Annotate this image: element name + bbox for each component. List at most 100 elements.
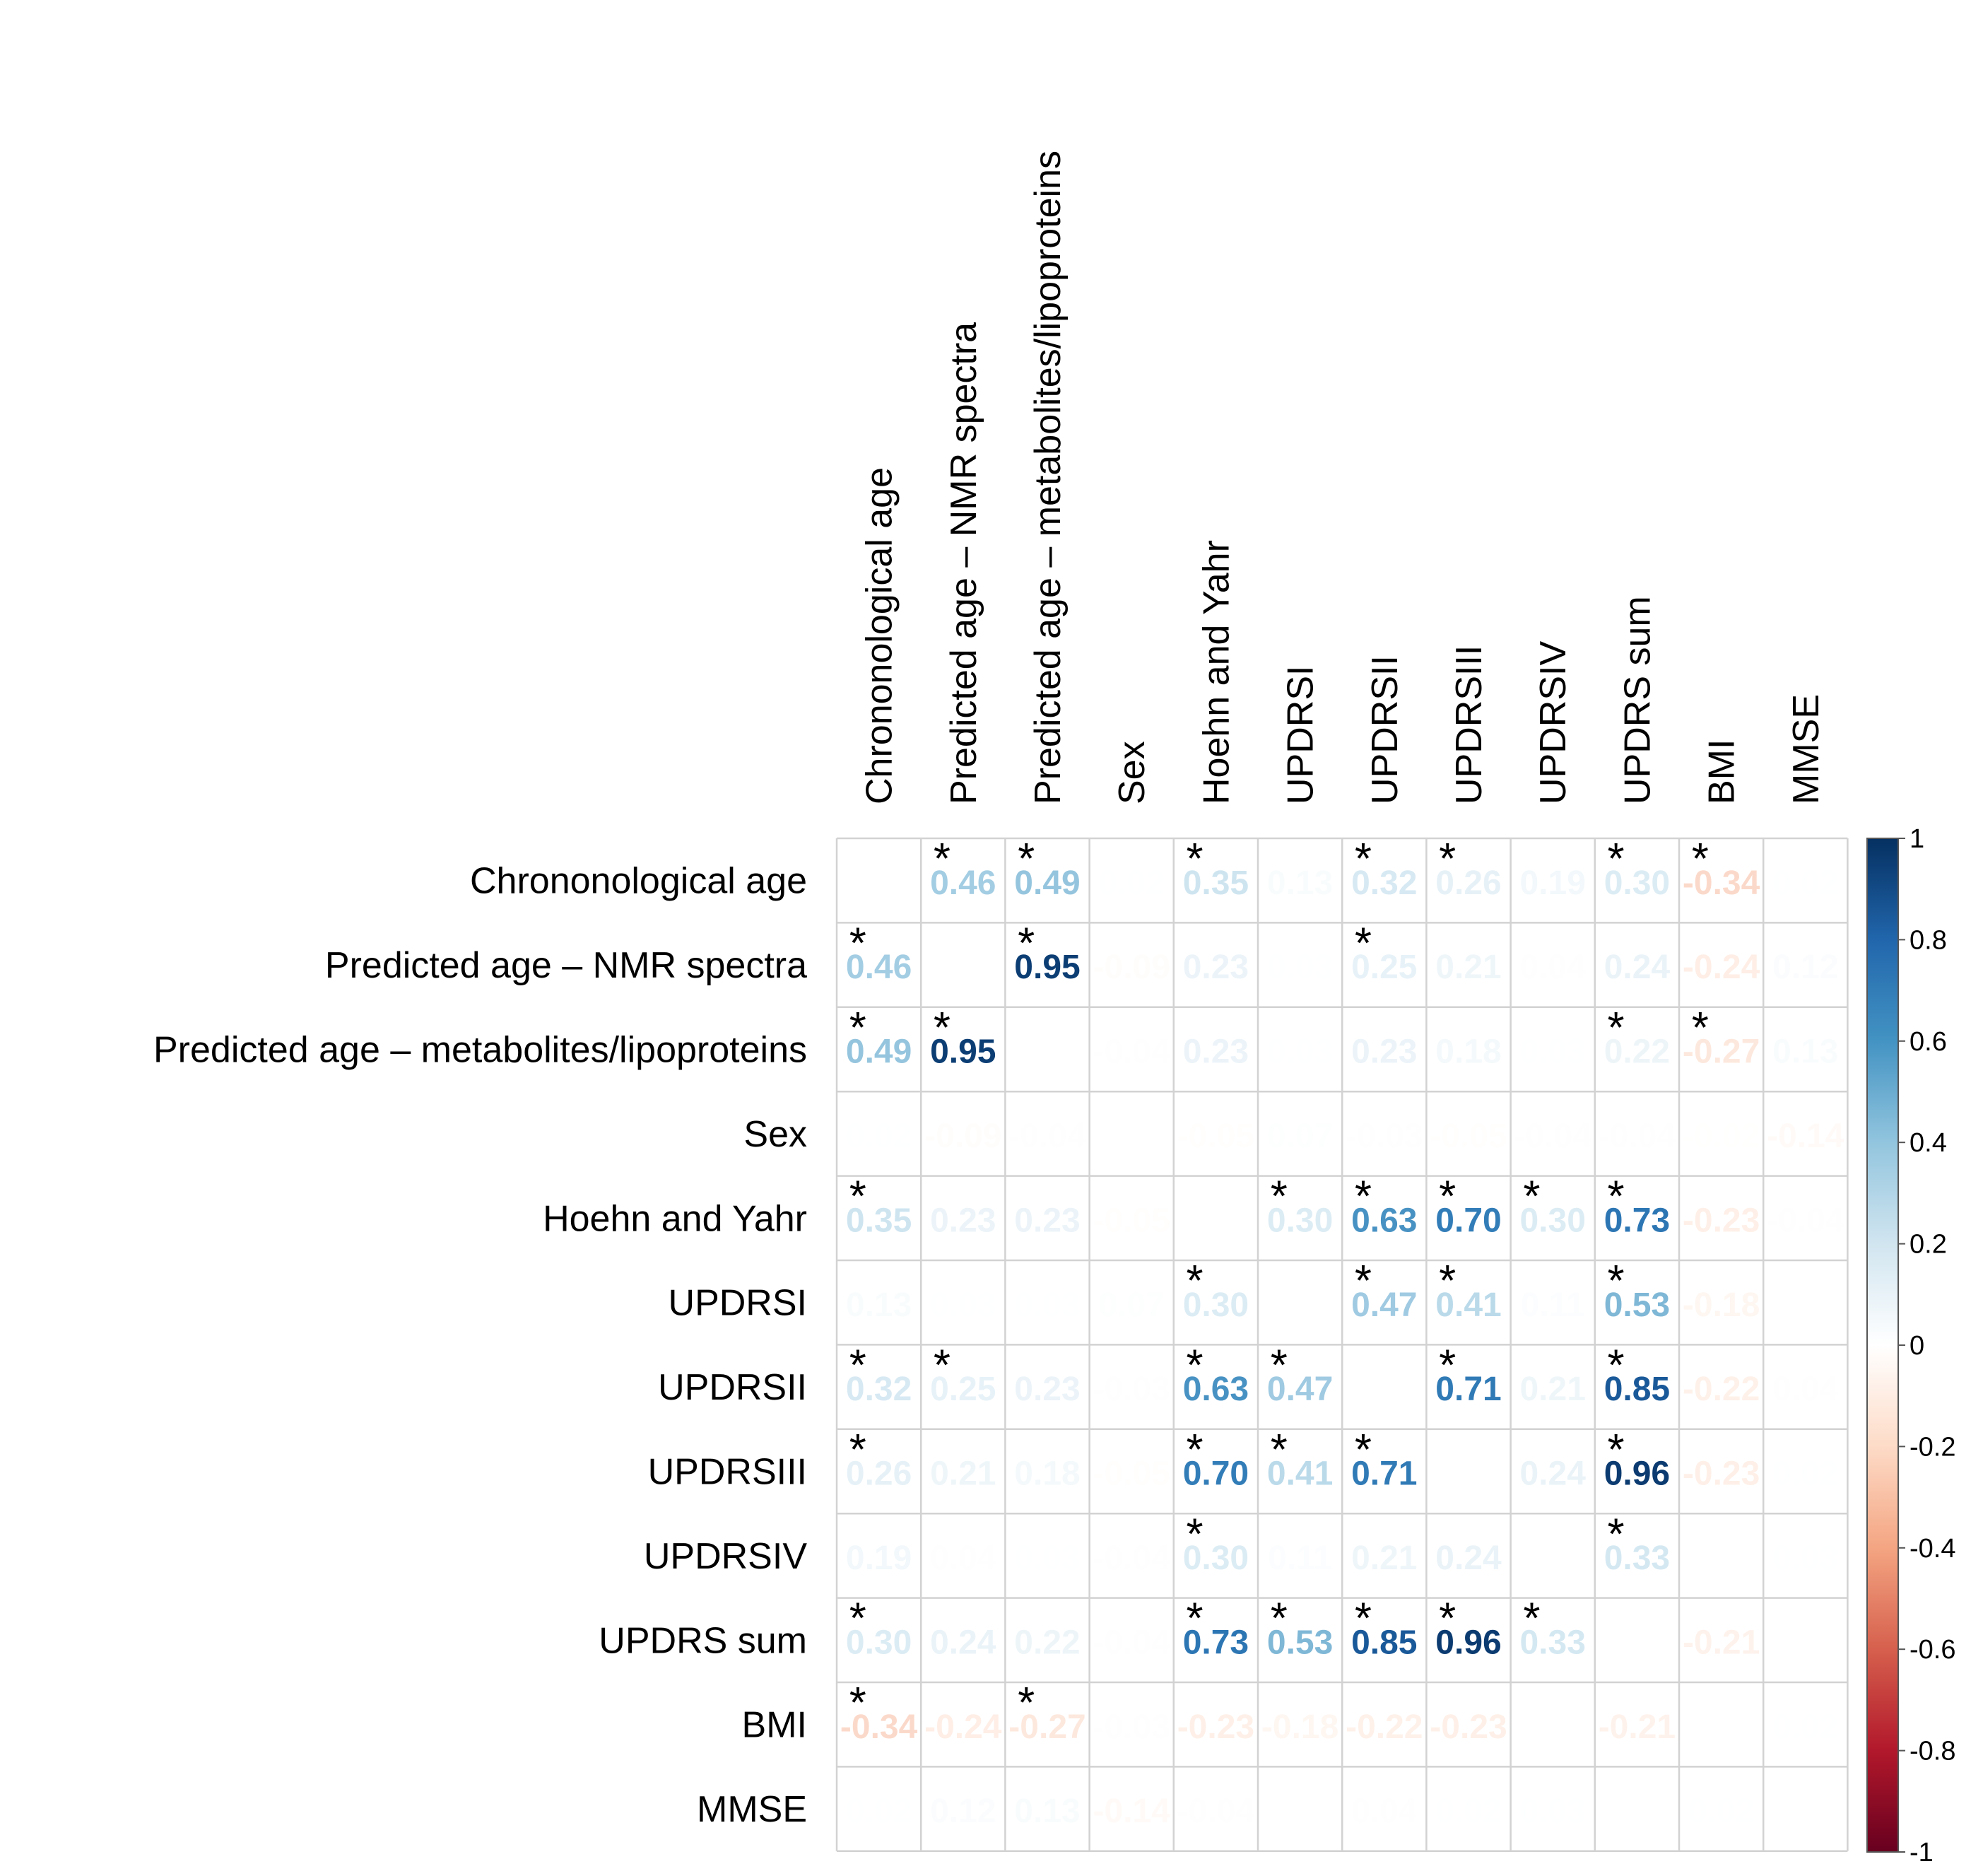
column-label: Hoehn and Yahr: [1196, 540, 1237, 804]
cell-value: 0.02: [1772, 1708, 1838, 1746]
colorbar-tick-label: -0.4: [1910, 1534, 1955, 1564]
cell-value: 0.30: [1267, 1202, 1333, 1239]
cell-value: 0.30: [1183, 1540, 1249, 1577]
significance-star: *: [1271, 1426, 1288, 1475]
cell-value: 0.73: [1183, 1624, 1249, 1661]
cell-value: -0.04: [1599, 1118, 1676, 1155]
column-label: Chrononological age: [859, 467, 900, 804]
cell-value: 0.71: [1351, 1455, 1417, 1493]
significance-star: *: [934, 1342, 951, 1390]
cell-value: 0.03: [1014, 1286, 1080, 1324]
row-label: Predicted age – NMR spectra: [325, 945, 807, 986]
significance-star: *: [1355, 1595, 1372, 1643]
cell-value: 0.21: [930, 1455, 996, 1493]
cell-value: 0.03: [1267, 1033, 1333, 1071]
cell-value: 0.04: [930, 1540, 996, 1577]
cell-value: 0.41: [1435, 1286, 1501, 1324]
cell-value: -0.22: [1346, 1708, 1423, 1746]
cell-value: 0.26: [1435, 864, 1501, 902]
cell-value: -0.18: [1683, 1286, 1760, 1324]
cell-value: 0.24: [930, 1624, 996, 1661]
significance-star: *: [1018, 1679, 1035, 1728]
colorbar-tick-label: -0.2: [1910, 1432, 1955, 1462]
cell-value: -0.23: [1430, 1708, 1507, 1746]
cell-value: 0.33: [1604, 1540, 1670, 1577]
significance-star: *: [1692, 1004, 1709, 1053]
significance-star: *: [1355, 920, 1372, 968]
cell-value: -0.02: [1683, 1118, 1760, 1155]
significance-star: *: [1187, 835, 1204, 884]
cell-value: -0.09: [1093, 949, 1170, 986]
cell-value: 0.25: [1351, 949, 1417, 986]
cell-value: 0.03: [1267, 949, 1333, 986]
cell-value: -0.04: [1093, 1624, 1170, 1661]
significance-star: *: [934, 835, 951, 884]
cell-value: 0.01: [1772, 1624, 1838, 1661]
matrix-cells: 0.46* 0.49* 0.02 0.35* 0.13 0.32* 0.26* 0.19 0.3…: [840, 835, 1844, 1830]
significance-star: *: [1608, 1173, 1625, 1221]
cell-value: -0.23: [1683, 1455, 1760, 1493]
cell-value: 0.19: [846, 1540, 912, 1577]
row-label: UPDRSIV: [644, 1536, 807, 1577]
cell-value: -0.04: [1767, 1202, 1844, 1239]
column-label: MMSE: [1786, 694, 1827, 804]
cell-value: 0.02: [1772, 864, 1838, 902]
significance-star: *: [849, 1595, 866, 1643]
cell-value: 0.46: [846, 949, 912, 986]
significance-star: *: [1608, 1257, 1625, 1306]
row-labels: Chrononological age Predicted age – NMR s…: [153, 861, 807, 1830]
cell-value: -0.04: [1008, 1118, 1086, 1155]
significance-star: *: [1355, 1257, 1372, 1306]
row-label: UPDRS sum: [599, 1620, 807, 1661]
cell-value: 0.04: [1519, 949, 1586, 986]
significance-star: *: [1608, 1004, 1625, 1053]
cell-value: 0.73: [1604, 1202, 1670, 1239]
significance-star: *: [1523, 1595, 1540, 1643]
row-label: MMSE: [697, 1789, 807, 1830]
cell-value: 0.04: [1772, 1371, 1839, 1408]
cell-value: 0.33: [1519, 1624, 1585, 1661]
significance-star: *: [1187, 1595, 1204, 1643]
colorbar-tick-label: -0.6: [1910, 1635, 1955, 1665]
cell-value: 0.47: [1351, 1286, 1417, 1324]
cell-value: -0.21: [1683, 1624, 1760, 1661]
cell-value: 0.11: [1521, 1286, 1585, 1324]
cell-value: 0.13: [846, 1286, 912, 1324]
cell-value: 0.53: [1604, 1286, 1670, 1324]
significance-star: *: [849, 1679, 866, 1728]
cell-value: 0.53: [1267, 1624, 1333, 1661]
cell-value: 0.23: [1183, 1033, 1249, 1071]
row-label: Sex: [743, 1114, 807, 1155]
cell-value: 0.30: [1183, 1286, 1249, 1324]
cell-value: 0.12: [1772, 949, 1838, 986]
column-label: Predicted age – NMR spectra: [943, 322, 984, 804]
cell-value: 0.03: [930, 1286, 996, 1324]
cell-value: -0.24: [1683, 949, 1760, 986]
cell-value: 0.02: [1098, 864, 1164, 902]
cell-value: -0.27: [1683, 1033, 1760, 1071]
colorbar-tick-label: 0.8: [1910, 925, 1947, 955]
cell-value: 0.23: [1351, 1033, 1417, 1071]
cell-value: -0.27: [1008, 1708, 1085, 1746]
cell-value: 0.22: [1014, 1624, 1080, 1661]
significance-star: *: [1355, 1173, 1372, 1221]
cell-value: 0.30: [1604, 864, 1670, 902]
cell-value: 0.32: [846, 1371, 912, 1408]
colorbar-tick-label: 1: [1910, 824, 1924, 854]
cell-value: -0.05: [1177, 1118, 1254, 1155]
cell-value: 0.23: [1014, 1202, 1080, 1239]
cell-value: 0.24: [1519, 1455, 1586, 1493]
significance-star: *: [849, 1426, 866, 1475]
cell-value: 0.63: [1351, 1202, 1417, 1239]
significance-star: *: [1439, 1342, 1456, 1390]
cell-value: -0.04: [1093, 1540, 1170, 1577]
cell-value: -0.23: [1683, 1202, 1760, 1239]
cell-value: 0.70: [1435, 1202, 1501, 1239]
cell-value: 0.18: [1435, 1033, 1501, 1071]
cell-value: 0.70: [1183, 1455, 1249, 1493]
significance-star: *: [1439, 835, 1456, 884]
cell-value: 0.00: [1267, 1793, 1333, 1830]
cell-value: 0.13: [1772, 1033, 1838, 1071]
colorbar-legend: 1 0.8 0.6 0.4 0.2 0 -0.2 -0.4 -0.6 -0.8 -1: [1866, 824, 1955, 1868]
column-labels: Chrononological age Predicted age – NMR s…: [859, 151, 1827, 804]
